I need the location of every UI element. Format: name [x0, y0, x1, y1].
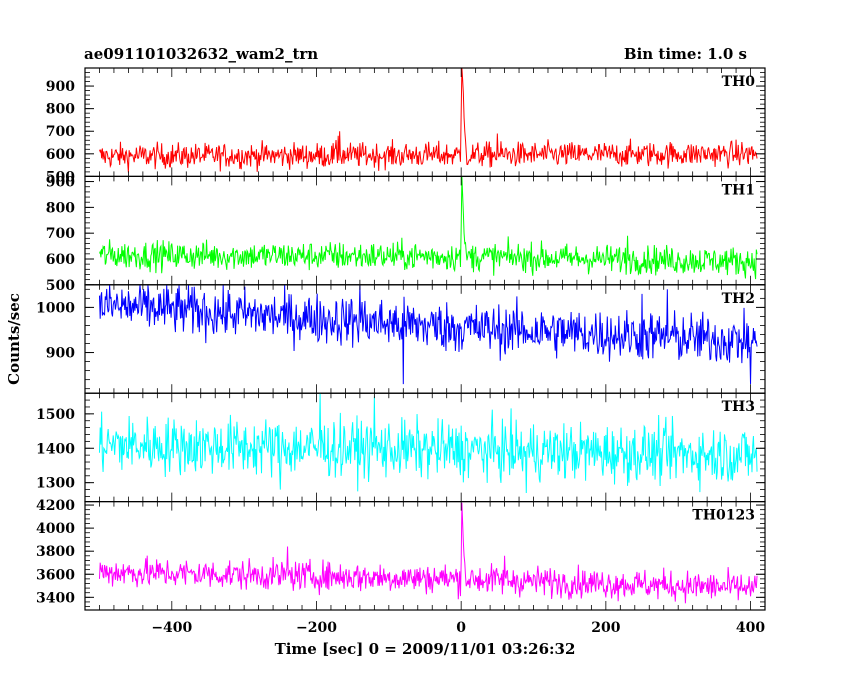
y-tick-label: 1500 [36, 407, 75, 423]
y-tick-label: 800 [46, 200, 75, 216]
x-tick-label: 200 [591, 620, 620, 636]
y-tick-label: 700 [46, 124, 75, 140]
y-tick-label: 1300 [36, 476, 75, 492]
y-tick-label: 800 [46, 102, 75, 118]
y-tick-label: 3800 [36, 544, 75, 560]
series-line-th0 [99, 67, 758, 173]
chart-title: ae091101032632_wam2_trn [84, 45, 319, 63]
panel-frame-th2 [84, 284, 766, 394]
panel-label-th3: TH3 [722, 399, 755, 415]
series-line-th1 [99, 176, 758, 280]
y-tick-label: 500 [46, 169, 75, 185]
y-tick-label: 1400 [36, 441, 75, 457]
y-tick-label: 1000 [36, 300, 75, 316]
x-tick-label: 400 [736, 620, 765, 636]
y-tick-label: 700 [46, 226, 75, 242]
bin-time-label: Bin time: 1.0 s [623, 45, 747, 63]
series-line-th0123 [98, 502, 758, 604]
y-tick-label: 4000 [36, 521, 75, 537]
panel-label-th2: TH2 [722, 291, 755, 307]
panel-frame-th0123 [84, 501, 766, 611]
panel-label-th0123: TH0123 [692, 508, 755, 524]
y-tick-label: 900 [46, 79, 75, 95]
y-tick-label: 600 [46, 147, 75, 163]
series-line-th2 [98, 284, 758, 385]
y-axis-label: Counts/sec [5, 293, 23, 385]
panel-label-th0: TH0 [722, 74, 756, 90]
y-tick-label: 4200 [36, 498, 75, 514]
y-tick-label: 500 [46, 278, 75, 294]
x-tick-label: 0 [456, 620, 466, 636]
x-axis-label: Time [sec] 0 = 2009/11/01 03:26:32 [275, 640, 576, 658]
y-tick-label: 3600 [36, 567, 75, 583]
y-tick-label: 900 [46, 346, 75, 362]
y-tick-label: 900 [46, 175, 75, 191]
panel-label-th1: TH1 [722, 182, 755, 198]
y-tick-label: 3400 [36, 590, 75, 606]
x-tick-label: −400 [151, 620, 192, 636]
series-line-th3 [98, 393, 758, 494]
panel-frame-th1 [84, 175, 766, 286]
y-tick-label: 600 [46, 252, 75, 268]
x-tick-label: −200 [296, 620, 337, 636]
